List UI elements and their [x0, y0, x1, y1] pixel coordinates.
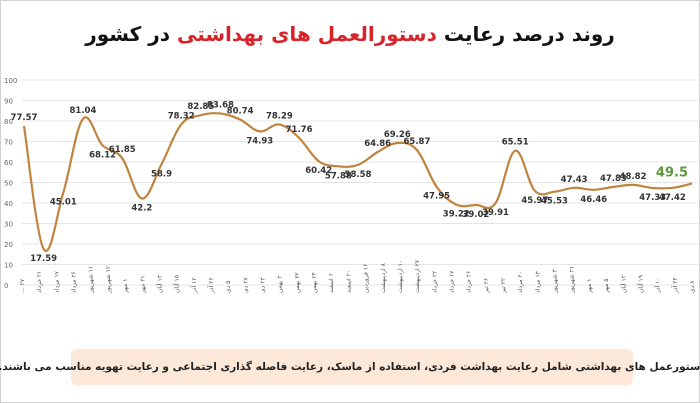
data-label: 47.42: [659, 193, 686, 203]
data-label: 39.91: [482, 208, 509, 218]
data-label: 47.83: [600, 174, 627, 184]
y-tick-label: 80: [4, 118, 13, 126]
x-tick-label: ۱۶ فروردین: [363, 264, 370, 293]
x-tick-label: ۱۵ آبان: [172, 275, 181, 293]
data-label: 65.51: [502, 138, 529, 148]
x-tick-label: ۲۴ آذر: [670, 277, 679, 294]
data-label: 39.22: [443, 210, 470, 220]
x-tick-label: ۲۱ مهر: [139, 275, 146, 294]
x-tick-label: ۲۶ آذر: [206, 277, 215, 294]
x-tick-label: ۶ اسفند: [328, 273, 335, 293]
x-tick-label: ۲۶ خرداد: [466, 271, 473, 293]
x-tick-label: ۸ دی: [689, 280, 696, 293]
x-tick-label: ۲۲ تیر: [500, 278, 507, 294]
data-label: 17.59: [30, 254, 57, 264]
series-line: [22, 112, 693, 252]
data-label: 47.43: [561, 175, 588, 185]
y-tick-label: 0: [4, 282, 8, 290]
x-tick-label: ۱۹ آبان: [635, 275, 644, 293]
title-part3: در کشور: [85, 22, 170, 46]
x-tick-label: ۱ مهر: [122, 279, 129, 294]
data-label: 61.85: [109, 145, 136, 155]
data-label: 74.93: [246, 136, 273, 146]
x-tick-label: ۱۲ شهریور: [105, 266, 112, 294]
data-label: 39.02: [462, 210, 489, 220]
x-tick-label: ۱ مهر: [586, 279, 593, 294]
y-tick-label: 50: [4, 180, 13, 188]
y-tick-label: 60: [4, 159, 13, 167]
data-label: 45.53: [541, 197, 568, 207]
x-tick-label: ۳ شهریور: [552, 268, 559, 294]
x-tick-label: ۲۴ بهمن: [311, 272, 318, 293]
x-tick-label: ۱۳ آبان: [154, 274, 163, 293]
data-label: 68.12: [89, 150, 116, 160]
data-label: 48.82: [620, 172, 647, 182]
data-label: 81.04: [69, 106, 96, 116]
data-label-last: 49.5: [656, 166, 688, 181]
x-tick-label: ۱۲ آبان: [618, 275, 627, 293]
data-label: 77.57: [11, 113, 38, 123]
y-tick-label: 10: [4, 262, 13, 270]
data-label: 42.2: [131, 203, 152, 213]
x-tick-label: ۲۷ ...: [19, 278, 26, 293]
data-label: 64.86: [364, 139, 391, 149]
data-label: 69.26: [384, 130, 411, 140]
data-label: 60.42: [305, 166, 332, 176]
x-tick-label: ۱۲ آذر: [189, 277, 198, 294]
x-tick-label: ۵ دی: [225, 280, 232, 293]
x-tick-label: ۲۰ مرداد: [517, 271, 524, 293]
data-label: 71.76: [286, 125, 313, 135]
x-tick-label: ۲۶ مرداد: [71, 271, 78, 293]
x-tick-label: ۱۳ مرداد: [534, 270, 541, 293]
page-title: روند درصد رعایت دستورالعمل های بهداشتی د…: [0, 22, 700, 46]
data-label: 80.74: [227, 106, 254, 116]
data-label: 58.9: [151, 169, 172, 179]
x-tick-label: ۱۰ اردیبهشت: [397, 260, 404, 293]
title-highlight: دستورالعمل های بهداشتی: [176, 22, 437, 46]
data-label: 83.68: [207, 100, 234, 110]
data-label: 78.29: [266, 112, 293, 122]
y-tick-label: 90: [4, 98, 13, 106]
x-tick-label: ۲۶ تیر: [483, 278, 490, 294]
x-tick-label: ۱۰ آذر: [653, 277, 662, 294]
data-label: 78.32: [168, 111, 195, 121]
data-label: 46.46: [580, 195, 607, 205]
x-tick-label: ۲ بهمن: [277, 275, 284, 293]
data-label: 47.95: [423, 192, 450, 202]
y-tick-label: 70: [4, 139, 13, 147]
title-part1: روند درصد رعایت: [443, 22, 615, 46]
x-tick-label: ۲۰ اسفند: [345, 270, 352, 293]
x-tick-label: ۲۱ شهریور: [569, 266, 576, 294]
x-tick-label: ۱۷ خرداد: [448, 270, 455, 293]
note-box: دستورعمل های بهداشتی شامل رعایت بهداشت ف…: [0, 349, 700, 385]
data-label: 65.87: [403, 137, 430, 147]
y-tick-label: 100: [4, 77, 17, 85]
x-tick-label: ۱۷ مرداد: [53, 270, 60, 293]
x-tick-label: ۱۱ شهریور: [88, 266, 95, 294]
note-text: دستورعمل های بهداشتی شامل رعایت بهداشت ف…: [0, 361, 700, 373]
y-tick-label: 20: [4, 241, 13, 249]
y-tick-label: 30: [4, 221, 13, 229]
x-tick-label: ۲۷ دی: [242, 276, 249, 293]
data-label: 45.01: [50, 198, 77, 208]
x-tick-label: ۲۱ خرداد: [36, 271, 43, 293]
y-tick-label: 40: [4, 200, 13, 208]
data-label: 57.88: [325, 171, 352, 181]
x-tick-label: ۵ مهر: [603, 279, 610, 294]
x-tick-label: ۲۳ دی: [260, 276, 267, 293]
data-label: 82.85: [187, 102, 214, 112]
x-tick-label: ۲۲ خرداد: [431, 271, 438, 293]
data-label: 45.97: [521, 196, 548, 206]
x-tick-label: ۳۲ بهمن: [294, 272, 301, 293]
data-label: 47.33: [639, 193, 666, 203]
x-tick-label: ۲۷ اردیبهشت: [414, 259, 421, 293]
data-label: 58.58: [345, 170, 372, 180]
x-tick-label: ۸ اردیبهشت: [380, 262, 387, 293]
